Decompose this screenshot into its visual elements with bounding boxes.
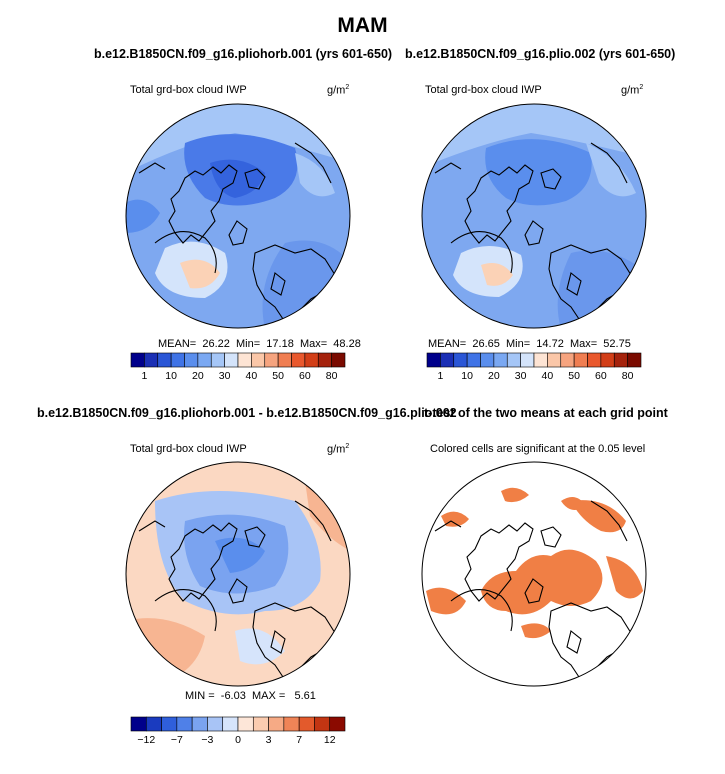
panel-1-colorbar xyxy=(130,352,346,368)
colorbar-tick-label: 7 xyxy=(296,734,303,746)
colorbar-box xyxy=(329,716,346,732)
panel-4-map xyxy=(421,461,647,687)
colorbar-box xyxy=(426,352,441,368)
colorbar-tick-label: −7 xyxy=(170,734,183,746)
colorbar-tick-label: 30 xyxy=(218,370,231,382)
colorbar-tick-label: 80 xyxy=(621,370,634,382)
colorbar-box xyxy=(627,352,642,368)
colorbar-box xyxy=(613,352,628,368)
colorbar-tick-label: 30 xyxy=(514,370,527,382)
figure-title: MAM xyxy=(337,14,388,37)
colorbar-box xyxy=(197,352,212,368)
colorbar-tick-label: −3 xyxy=(201,734,214,746)
colorbar-tick-label: 10 xyxy=(461,370,473,382)
colorbar-box xyxy=(237,716,254,732)
colorbar-box xyxy=(520,352,535,368)
colorbar-tick-label: 1 xyxy=(141,370,148,382)
colorbar-tick-label: 50 xyxy=(272,370,284,382)
colorbar-box xyxy=(222,716,239,732)
colorbar-box xyxy=(277,352,292,368)
colorbar-box xyxy=(207,716,224,732)
colorbar-tick-label: 40 xyxy=(541,370,554,382)
panel-3-stats: MIN = -6.03 MAX = 5.61 xyxy=(185,690,316,702)
colorbar-box xyxy=(157,352,172,368)
panel-2-map xyxy=(421,103,647,329)
colorbar-box xyxy=(184,352,199,368)
colorbar-box xyxy=(130,352,145,368)
colorbar-box xyxy=(161,716,178,732)
colorbar-tick-label: 20 xyxy=(488,370,500,382)
panel-4-title: t-test of the two means at each grid poi… xyxy=(424,406,668,420)
panel-3-colorbar xyxy=(130,716,346,732)
colorbar-box xyxy=(573,352,588,368)
colorbar-tick-label: −12 xyxy=(137,734,156,746)
panel-2-stats: MEAN= 26.65 Min= 14.72 Max= 52.75 xyxy=(428,338,631,350)
colorbar-box xyxy=(130,716,147,732)
colorbar-box xyxy=(264,352,279,368)
colorbar-box xyxy=(587,352,602,368)
colorbar-tick-label: 50 xyxy=(568,370,580,382)
panel-1-subtitle: Total grd-box cloud IWP xyxy=(130,84,247,96)
colorbar-box xyxy=(145,716,162,732)
panel-3-title: b.e12.B1850CN.f09_g16.pliohorb.001 - b.e… xyxy=(37,406,457,420)
colorbar-box xyxy=(298,716,315,732)
colorbar-box xyxy=(176,716,193,732)
colorbar-box xyxy=(210,352,225,368)
colorbar-box xyxy=(533,352,548,368)
colorbar-box xyxy=(440,352,455,368)
panel-2-colorbar xyxy=(426,352,642,368)
colorbar-tick-label: 20 xyxy=(192,370,204,382)
colorbar-box xyxy=(506,352,521,368)
panel-2-title: b.e12.B1850CN.f09_g16.plio.002 (yrs 601-… xyxy=(405,47,676,61)
colorbar-box xyxy=(466,352,481,368)
colorbar-box xyxy=(331,352,346,368)
colorbar-box xyxy=(251,352,266,368)
panel-1-units: g/m2 xyxy=(327,84,350,97)
colorbar-box xyxy=(224,352,239,368)
colorbar-box xyxy=(237,352,252,368)
panel-4-subtitle: Colored cells are significant at the 0.0… xyxy=(430,443,646,455)
colorbar-box xyxy=(252,716,269,732)
panel-3-subtitle: Total grd-box cloud IWP xyxy=(130,443,247,455)
colorbar-tick-label: 0 xyxy=(235,734,241,746)
colorbar-box xyxy=(268,716,285,732)
panel-1-title: b.e12.B1850CN.f09_g16.pliohorb.001 (yrs … xyxy=(94,47,393,61)
colorbar-box xyxy=(170,352,185,368)
colorbar-tick-label: 1 xyxy=(437,370,444,382)
colorbar-box xyxy=(191,716,208,732)
colorbar-box xyxy=(291,352,306,368)
colorbar-box xyxy=(317,352,332,368)
colorbar-box xyxy=(304,352,319,368)
panel-3-map xyxy=(125,461,351,687)
panel-2-units: g/m2 xyxy=(621,84,644,97)
panel-3-units: g/m2 xyxy=(327,443,350,456)
colorbar-box xyxy=(480,352,495,368)
colorbar-tick-label: 40 xyxy=(245,370,258,382)
colorbar-tick-label: 60 xyxy=(299,370,311,382)
colorbar-box xyxy=(314,716,331,732)
colorbar-tick-label: 60 xyxy=(595,370,607,382)
colorbar-tick-label: 12 xyxy=(323,734,336,746)
colorbar-box xyxy=(600,352,615,368)
panel-1-stats: MEAN= 26.22 Min= 17.18 Max= 48.28 xyxy=(158,338,361,350)
panel-2-subtitle: Total grd-box cloud IWP xyxy=(425,84,542,96)
colorbar-tick-label: 80 xyxy=(325,370,338,382)
colorbar-box xyxy=(547,352,562,368)
colorbar-box xyxy=(560,352,575,368)
panel-1-map xyxy=(125,103,351,329)
colorbar-box xyxy=(144,352,159,368)
colorbar-tick-label: 3 xyxy=(265,734,272,746)
colorbar-box xyxy=(453,352,468,368)
colorbar-box xyxy=(283,716,300,732)
colorbar-tick-label: 10 xyxy=(165,370,177,382)
colorbar-box xyxy=(493,352,508,368)
